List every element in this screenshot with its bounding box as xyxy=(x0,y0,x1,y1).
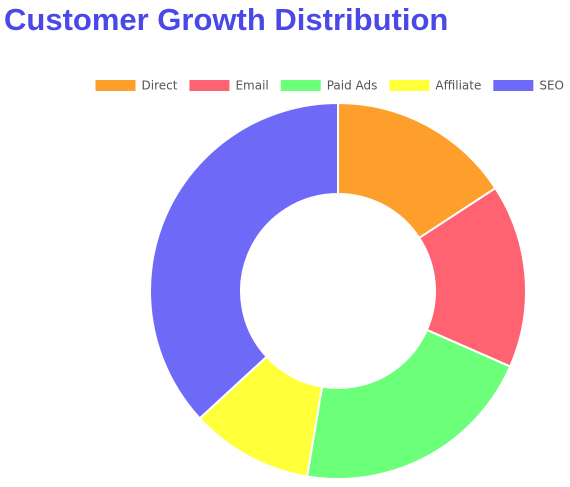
legend: Direct Email Paid Ads Affiliate SEO xyxy=(95,79,564,93)
legend-swatch xyxy=(280,80,321,91)
legend-swatch xyxy=(493,80,534,91)
slice xyxy=(305,328,512,480)
legend-label[interactable]: Email xyxy=(235,79,268,93)
slice xyxy=(337,101,497,240)
legend-label[interactable]: Direct xyxy=(142,79,178,93)
slice xyxy=(149,101,339,420)
legend-label[interactable]: Paid Ads xyxy=(327,79,378,93)
legend-swatch xyxy=(95,80,136,91)
doughnut xyxy=(149,101,527,480)
legend-swatch xyxy=(389,80,430,91)
legend-label[interactable]: Affiliate xyxy=(435,79,481,93)
legend-label[interactable]: SEO xyxy=(539,79,564,93)
slice xyxy=(417,186,527,368)
chart-title: Customer Growth Distribution xyxy=(4,2,448,37)
legend-swatch xyxy=(189,80,230,91)
